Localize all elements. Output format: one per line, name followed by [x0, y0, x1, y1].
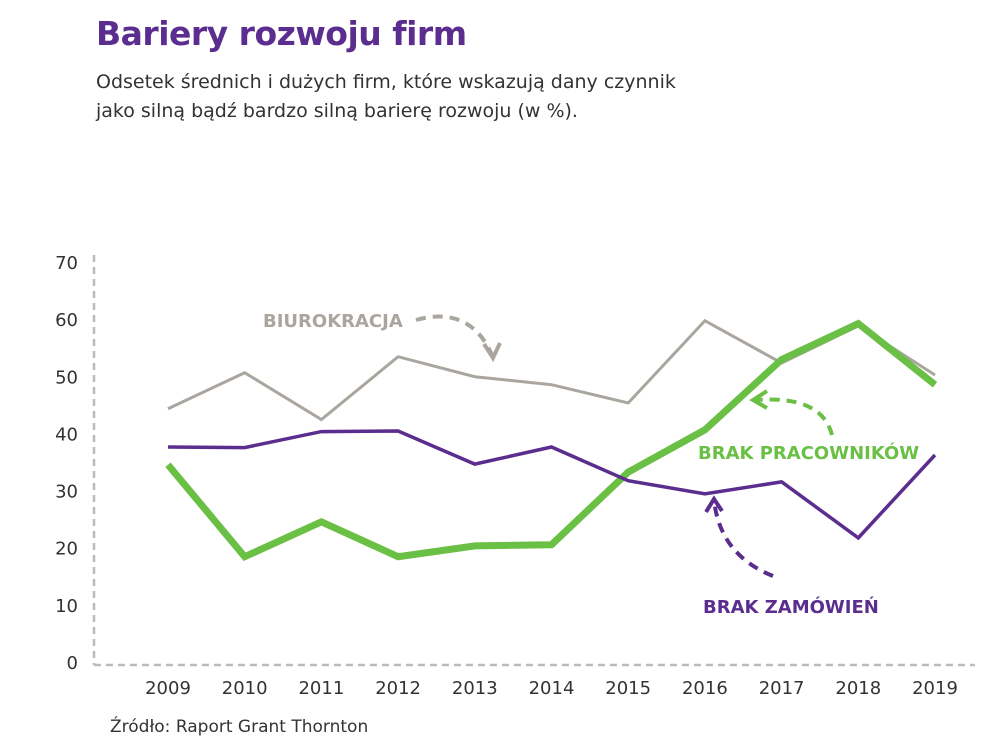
- y-tick-label: 40: [55, 424, 78, 445]
- x-tick-label: 2013: [452, 678, 498, 699]
- arrow-zamowien-icon: [712, 499, 774, 578]
- y-tick-label: 70: [55, 253, 78, 274]
- x-tick-label: 2019: [912, 678, 958, 699]
- label-brak-zamowien: BRAK ZAMÓWIEŃ: [703, 596, 879, 618]
- series-line-0: [167, 318, 936, 422]
- source-note: Źródło: Raport Grant Thornton: [110, 717, 369, 737]
- x-tick-label: 2009: [145, 678, 191, 699]
- x-tick-label: 2017: [759, 678, 805, 699]
- x-tick-label: 2014: [529, 678, 575, 699]
- arrowhead-biurokracja-icon: [482, 342, 502, 363]
- arrowhead-zamowien-icon: [704, 495, 724, 514]
- y-tick-label: 60: [55, 310, 78, 331]
- y-tick-label: 30: [55, 482, 78, 503]
- x-tick-label: 2018: [835, 678, 881, 699]
- arrow-pracownikow-icon: [754, 397, 834, 436]
- arrowhead-pracownikow-icon: [749, 389, 769, 410]
- arrow-biurokracja-icon: [415, 314, 494, 356]
- y-tick-label: 10: [55, 596, 78, 617]
- label-biurokracja: BIUROKRACJA: [263, 311, 403, 332]
- y-tick-label: 0: [67, 653, 78, 674]
- chart-subtitle: Odsetek średnich i dużych firm, które ws…: [96, 68, 796, 126]
- y-tick-label: 50: [55, 367, 78, 388]
- y-tick-label: 20: [55, 539, 78, 560]
- x-tick-label: 2012: [375, 678, 421, 699]
- label-brak-pracownikow: BRAK PRACOWNIKÓW: [698, 442, 919, 464]
- subtitle-line-2: jako silną bądź bardzo silną barierę roz…: [96, 100, 578, 122]
- x-tick-label: 2015: [605, 678, 651, 699]
- x-tick-label: 2016: [682, 678, 728, 699]
- subtitle-line-1: Odsetek średnich i dużych firm, które ws…: [96, 71, 676, 93]
- chart-title: Bariery rozwoju firm: [96, 14, 467, 53]
- x-tick-label: 2010: [222, 678, 268, 699]
- x-tick-label: 2011: [298, 678, 344, 699]
